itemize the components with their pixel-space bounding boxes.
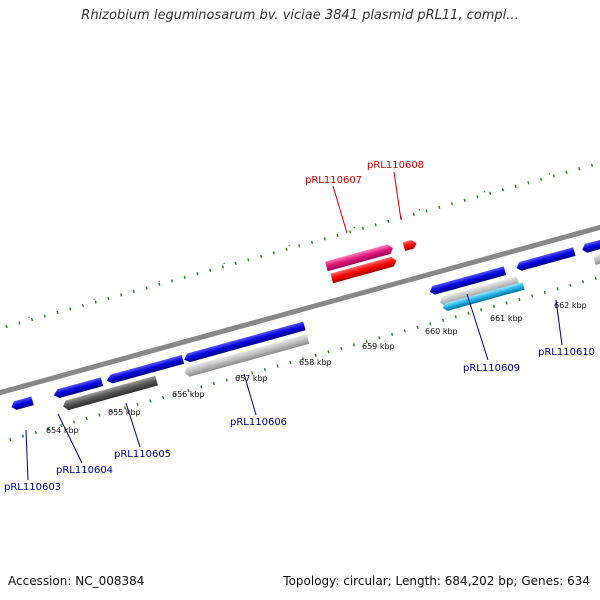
leader-prl110610: [555, 299, 563, 346]
leader-prl110606: [243, 373, 257, 416]
map-title: Rhizobium leguminosarum bv. viciae 3841 …: [81, 8, 519, 23]
leader-prl110608: [393, 171, 402, 221]
gene-arrow-prl110609[interactable]: [429, 266, 507, 295]
gene-arrow-prl110610[interactable]: [515, 247, 576, 272]
gene-label-prl110607[interactable]: pRL110607: [305, 175, 362, 186]
gene-arrow-prl110604-pseudo[interactable]: [62, 375, 158, 411]
kbp-label-659: 659 kbp: [362, 342, 395, 351]
kbp-label-662: 662 kbp: [554, 301, 587, 310]
leader-prl110605: [125, 402, 141, 448]
gene-arrow-prl110606[interactable]: [183, 321, 306, 364]
gene-label-prl110606[interactable]: pRL110606: [230, 417, 287, 428]
gene-arrow-prl110609-pseudo[interactable]: [439, 276, 520, 307]
leader-prl110604: [57, 413, 83, 464]
upper-ruler: [0, 135, 600, 364]
backbone: [0, 196, 600, 424]
gene-arrow-prl110607-b[interactable]: [330, 256, 397, 284]
kbp-label-661: 661 kbp: [490, 314, 523, 323]
gene-label-prl110608[interactable]: pRL110608: [367, 160, 424, 171]
kbp-label-657: 657 kbp: [235, 374, 268, 383]
gene-label-prl110605[interactable]: pRL110605: [114, 449, 171, 460]
kbp-label-656: 656 kbp: [172, 390, 205, 399]
gene-label-prl110610[interactable]: pRL110610: [538, 347, 595, 358]
kbp-label-658: 658 kbp: [299, 358, 332, 367]
gene-label-prl110609[interactable]: pRL110609: [463, 363, 520, 374]
gene-arrow-prl110609-cyan[interactable]: [442, 281, 525, 312]
gene-arrow-next[interactable]: [581, 233, 600, 254]
gene-label-prl110603[interactable]: pRL110603: [4, 482, 61, 493]
leader-lines: [25, 171, 563, 481]
gene-label-prl110604[interactable]: pRL110604: [56, 465, 113, 476]
leader-prl110607: [332, 185, 348, 234]
gene-arrow-prl110605[interactable]: [106, 355, 185, 385]
gene-arrow-prl110608[interactable]: [402, 239, 418, 251]
gene-arrow-prl110606-pseudo[interactable]: [183, 334, 310, 378]
lower-ruler: [0, 243, 600, 470]
gene-arrow-prl110603[interactable]: [10, 396, 34, 411]
leader-prl110609: [466, 293, 489, 361]
accession-text: Accession: NC_008384: [8, 574, 145, 588]
kbp-label-655: 655 kbp: [108, 408, 141, 417]
kbp-label-654: 654 kbp: [46, 426, 79, 435]
gene-arrow-prl110604[interactable]: [53, 377, 104, 399]
gene-arrow-prl110607[interactable]: [325, 243, 394, 272]
kbp-label-660: 660 kbp: [425, 327, 458, 336]
topology-summary: Topology: circular; Length: 684,202 bp; …: [283, 574, 590, 588]
leader-prl110603: [25, 429, 29, 481]
